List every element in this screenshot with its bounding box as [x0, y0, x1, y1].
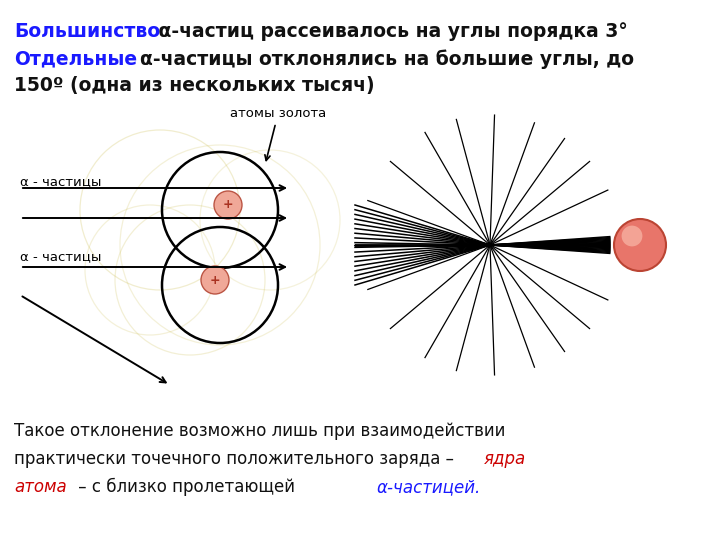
Text: атомы золота: атомы золота — [230, 107, 326, 160]
Text: атома: атома — [14, 478, 67, 496]
Text: +: + — [222, 199, 233, 212]
Text: Отдельные: Отдельные — [14, 49, 137, 68]
Text: α-частиц рассеивалось на углы порядка 3°: α-частиц рассеивалось на углы порядка 3° — [152, 22, 628, 41]
Text: 150º (одна из нескольких тысяч): 150º (одна из нескольких тысяч) — [14, 76, 374, 95]
Text: α - частицы: α - частицы — [20, 251, 102, 264]
Text: Такое отклонение возможно лишь при взаимодействии: Такое отклонение возможно лишь при взаим… — [14, 422, 505, 440]
Text: α-частицей.: α-частицей. — [377, 478, 481, 496]
Circle shape — [621, 226, 642, 246]
Text: +: + — [210, 273, 220, 287]
Text: α - частицы: α - частицы — [20, 176, 102, 188]
Text: – с близко пролетающей: – с близко пролетающей — [73, 478, 300, 496]
Text: Большинство: Большинство — [14, 22, 160, 41]
Text: α-частицы отклонялись на большие углы, до: α-частицы отклонялись на большие углы, д… — [127, 49, 634, 69]
Circle shape — [214, 191, 242, 219]
Circle shape — [614, 219, 666, 271]
Circle shape — [201, 266, 229, 294]
Text: практически точечного положительного заряда –: практически точечного положительного зар… — [14, 450, 459, 468]
Text: ядра: ядра — [484, 450, 526, 468]
